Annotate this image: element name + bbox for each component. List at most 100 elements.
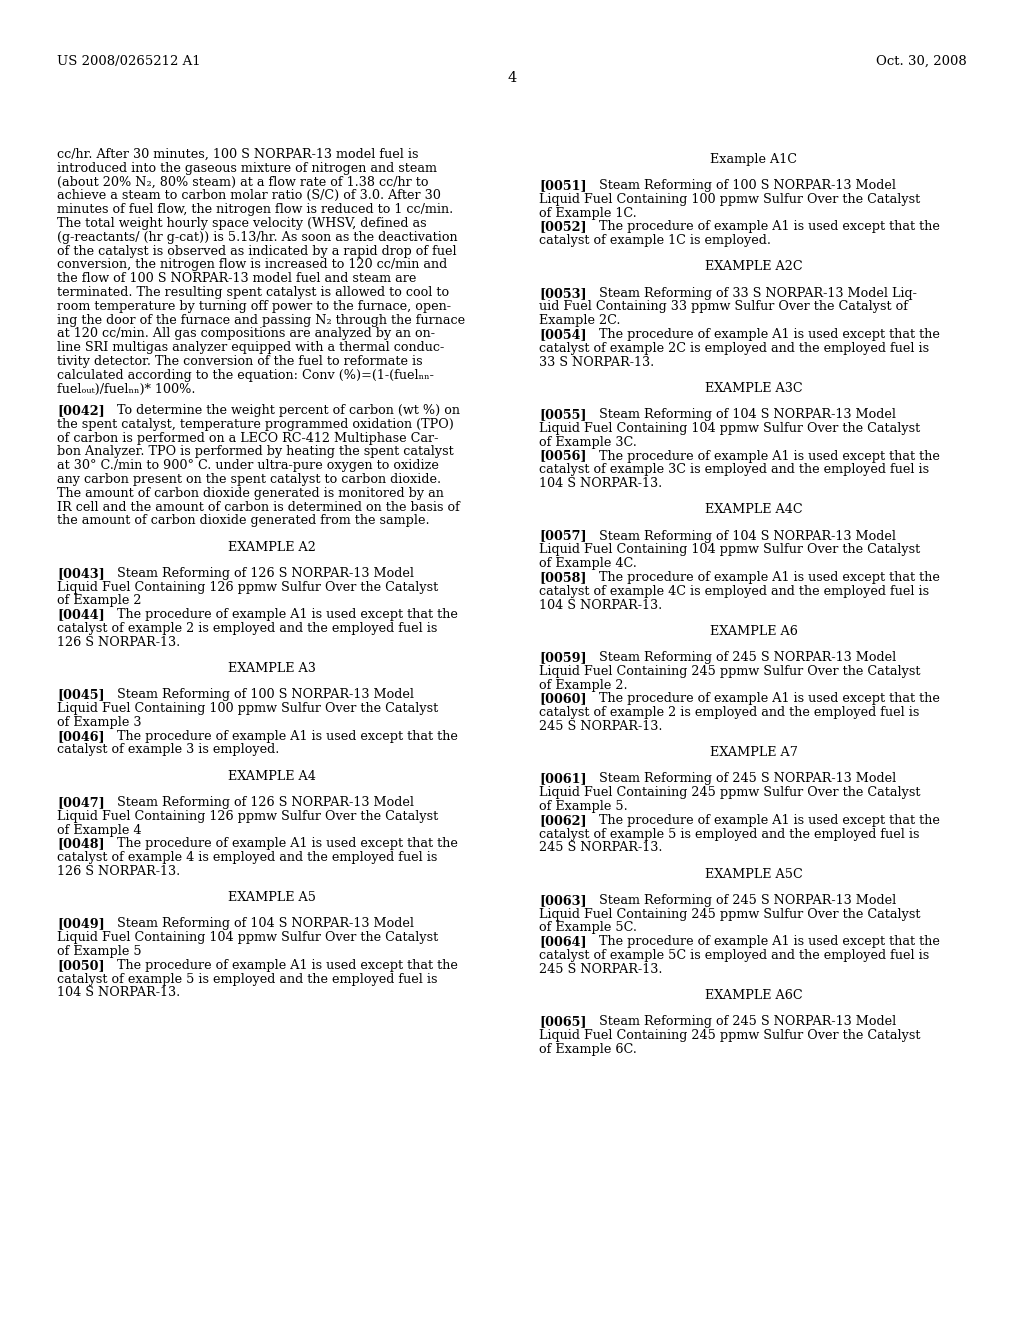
Text: The procedure of example A1 is used except that the: The procedure of example A1 is used exce… (583, 936, 940, 948)
Text: The amount of carbon dioxide generated is monitored by an: The amount of carbon dioxide generated i… (57, 487, 443, 500)
Text: fuelₒᵤₜ)/fuelₙₙ)* 100%.: fuelₒᵤₜ)/fuelₙₙ)* 100%. (57, 383, 196, 396)
Text: 245 S NORPAR-13.: 245 S NORPAR-13. (539, 841, 663, 854)
Text: EXAMPLE A6C: EXAMPLE A6C (706, 989, 803, 1002)
Text: [0062]: [0062] (539, 814, 587, 826)
Text: Steam Reforming of 126 S NORPAR-13 Model: Steam Reforming of 126 S NORPAR-13 Model (101, 566, 414, 579)
Text: catalyst of example 2 is employed and the employed fuel is: catalyst of example 2 is employed and th… (57, 622, 437, 635)
Text: EXAMPLE A5: EXAMPLE A5 (228, 891, 316, 904)
Text: [0054]: [0054] (539, 329, 587, 341)
Text: EXAMPLE A3: EXAMPLE A3 (228, 663, 316, 675)
Text: the spent catalyst, temperature programmed oxidation (TPO): the spent catalyst, temperature programm… (57, 418, 454, 430)
Text: 33 S NORPAR-13.: 33 S NORPAR-13. (539, 355, 654, 368)
Text: The procedure of example A1 is used except that the: The procedure of example A1 is used exce… (101, 609, 458, 622)
Text: of Example 5C.: of Example 5C. (539, 921, 637, 935)
Text: catalyst of example 3C is employed and the employed fuel is: catalyst of example 3C is employed and t… (539, 463, 929, 477)
Text: Liquid Fuel Containing 245 ppmw Sulfur Over the Catalyst: Liquid Fuel Containing 245 ppmw Sulfur O… (539, 908, 921, 920)
Text: of Example 4: of Example 4 (57, 824, 141, 837)
Text: (about 20% N₂, 80% steam) at a flow rate of 1.38 cc/hr to: (about 20% N₂, 80% steam) at a flow rate… (57, 176, 428, 189)
Text: The procedure of example A1 is used except that the: The procedure of example A1 is used exce… (101, 730, 458, 743)
Text: The procedure of example A1 is used except that the: The procedure of example A1 is used exce… (583, 329, 940, 341)
Text: Steam Reforming of 100 S NORPAR-13 Model: Steam Reforming of 100 S NORPAR-13 Model (101, 688, 414, 701)
Text: Liquid Fuel Containing 104 ppmw Sulfur Over the Catalyst: Liquid Fuel Containing 104 ppmw Sulfur O… (57, 931, 438, 944)
Text: [0059]: [0059] (539, 651, 587, 664)
Text: EXAMPLE A2: EXAMPLE A2 (228, 541, 316, 553)
Text: EXAMPLE A7: EXAMPLE A7 (710, 746, 798, 759)
Text: catalyst of example 1C is employed.: catalyst of example 1C is employed. (539, 234, 771, 247)
Text: uid Fuel Containing 33 ppmw Sulfur Over the Catalyst of: uid Fuel Containing 33 ppmw Sulfur Over … (539, 301, 908, 313)
Text: EXAMPLE A5C: EXAMPLE A5C (706, 867, 803, 880)
Text: catalyst of example 4 is employed and the employed fuel is: catalyst of example 4 is employed and th… (57, 851, 437, 865)
Text: [0049]: [0049] (57, 917, 104, 931)
Text: EXAMPLE A4C: EXAMPLE A4C (706, 503, 803, 516)
Text: Example 2C.: Example 2C. (539, 314, 621, 327)
Text: Steam Reforming of 126 S NORPAR-13 Model: Steam Reforming of 126 S NORPAR-13 Model (101, 796, 414, 809)
Text: catalyst of example 5 is employed and the employed fuel is: catalyst of example 5 is employed and th… (539, 828, 920, 841)
Text: introduced into the gaseous mixture of nitrogen and steam: introduced into the gaseous mixture of n… (57, 162, 437, 174)
Text: EXAMPLE A3C: EXAMPLE A3C (706, 381, 803, 395)
Text: [0063]: [0063] (539, 894, 587, 907)
Text: Liquid Fuel Containing 104 ppmw Sulfur Over the Catalyst: Liquid Fuel Containing 104 ppmw Sulfur O… (539, 422, 921, 434)
Text: calculated according to the equation: Conv (%)=(1-(fuelₙₙ-: calculated according to the equation: Co… (57, 368, 434, 381)
Text: [0043]: [0043] (57, 566, 104, 579)
Text: [0053]: [0053] (539, 286, 587, 300)
Text: Example A1C: Example A1C (711, 153, 798, 166)
Text: The procedure of example A1 is used except that the: The procedure of example A1 is used exce… (583, 450, 940, 462)
Text: [0065]: [0065] (539, 1015, 587, 1028)
Text: To determine the weight percent of carbon (wt %) on: To determine the weight percent of carbo… (101, 404, 460, 417)
Text: terminated. The resulting spent catalyst is allowed to cool to: terminated. The resulting spent catalyst… (57, 286, 450, 300)
Text: [0056]: [0056] (539, 450, 587, 462)
Text: Steam Reforming of 104 S NORPAR-13 Model: Steam Reforming of 104 S NORPAR-13 Model (583, 408, 896, 421)
Text: The procedure of example A1 is used except that the: The procedure of example A1 is used exce… (583, 693, 940, 705)
Text: catalyst of example 2 is employed and the employed fuel is: catalyst of example 2 is employed and th… (539, 706, 920, 719)
Text: [0058]: [0058] (539, 572, 587, 583)
Text: [0052]: [0052] (539, 220, 587, 234)
Text: of Example 2.: of Example 2. (539, 678, 628, 692)
Text: of carbon is performed on a LECO RC-412 Multiphase Car-: of carbon is performed on a LECO RC-412 … (57, 432, 438, 445)
Text: cc/hr. After 30 minutes, 100 S NORPAR-13 model fuel is: cc/hr. After 30 minutes, 100 S NORPAR-13… (57, 148, 419, 161)
Text: 4: 4 (507, 71, 517, 84)
Text: conversion, the nitrogen flow is increased to 120 cc/min and: conversion, the nitrogen flow is increas… (57, 259, 447, 272)
Text: The procedure of example A1 is used except that the: The procedure of example A1 is used exce… (583, 220, 940, 234)
Text: of Example 5: of Example 5 (57, 945, 141, 958)
Text: [0047]: [0047] (57, 796, 104, 809)
Text: 104 S NORPAR-13.: 104 S NORPAR-13. (57, 986, 180, 999)
Text: [0057]: [0057] (539, 529, 587, 543)
Text: [0045]: [0045] (57, 688, 104, 701)
Text: [0044]: [0044] (57, 609, 104, 622)
Text: The procedure of example A1 is used except that the: The procedure of example A1 is used exce… (101, 958, 458, 972)
Text: Liquid Fuel Containing 245 ppmw Sulfur Over the Catalyst: Liquid Fuel Containing 245 ppmw Sulfur O… (539, 665, 921, 677)
Text: of Example 4C.: of Example 4C. (539, 557, 637, 570)
Text: of Example 1C.: of Example 1C. (539, 207, 637, 219)
Text: [0048]: [0048] (57, 837, 104, 850)
Text: catalyst of example 5 is employed and the employed fuel is: catalyst of example 5 is employed and th… (57, 973, 437, 986)
Text: Steam Reforming of 245 S NORPAR-13 Model: Steam Reforming of 245 S NORPAR-13 Model (583, 1015, 896, 1028)
Text: [0060]: [0060] (539, 693, 587, 705)
Text: Steam Reforming of 104 S NORPAR-13 Model: Steam Reforming of 104 S NORPAR-13 Model (101, 917, 414, 931)
Text: [0051]: [0051] (539, 180, 587, 191)
Text: at 120 cc/min. All gas compositions are analyzed by an on-: at 120 cc/min. All gas compositions are … (57, 327, 435, 341)
Text: [0064]: [0064] (539, 936, 587, 948)
Text: EXAMPLE A6: EXAMPLE A6 (710, 624, 798, 638)
Text: Liquid Fuel Containing 245 ppmw Sulfur Over the Catalyst: Liquid Fuel Containing 245 ppmw Sulfur O… (539, 1030, 921, 1041)
Text: The procedure of example A1 is used except that the: The procedure of example A1 is used exce… (583, 572, 940, 583)
Text: The procedure of example A1 is used except that the: The procedure of example A1 is used exce… (583, 814, 940, 826)
Text: Steam Reforming of 245 S NORPAR-13 Model: Steam Reforming of 245 S NORPAR-13 Model (583, 772, 896, 785)
Text: Liquid Fuel Containing 245 ppmw Sulfur Over the Catalyst: Liquid Fuel Containing 245 ppmw Sulfur O… (539, 787, 921, 799)
Text: Steam Reforming of 33 S NORPAR-13 Model Liq-: Steam Reforming of 33 S NORPAR-13 Model … (583, 286, 916, 300)
Text: 245 S NORPAR-13.: 245 S NORPAR-13. (539, 719, 663, 733)
Text: [0050]: [0050] (57, 958, 104, 972)
Text: Oct. 30, 2008: Oct. 30, 2008 (877, 55, 967, 69)
Text: [0061]: [0061] (539, 772, 587, 785)
Text: catalyst of example 2C is employed and the employed fuel is: catalyst of example 2C is employed and t… (539, 342, 929, 355)
Text: Liquid Fuel Containing 100 ppmw Sulfur Over the Catalyst: Liquid Fuel Containing 100 ppmw Sulfur O… (539, 193, 921, 206)
Text: of Example 3: of Example 3 (57, 715, 141, 729)
Text: (g-reactants/ (hr g-cat)) is 5.13/hr. As soon as the deactivation: (g-reactants/ (hr g-cat)) is 5.13/hr. As… (57, 231, 458, 244)
Text: catalyst of example 5C is employed and the employed fuel is: catalyst of example 5C is employed and t… (539, 949, 929, 962)
Text: The total weight hourly space velocity (WHSV, defined as: The total weight hourly space velocity (… (57, 216, 427, 230)
Text: at 30° C./min to 900° C. under ultra-pure oxygen to oxidize: at 30° C./min to 900° C. under ultra-pur… (57, 459, 439, 473)
Text: Steam Reforming of 245 S NORPAR-13 Model: Steam Reforming of 245 S NORPAR-13 Model (583, 894, 896, 907)
Text: line SRI multigas analyzer equipped with a thermal conduc-: line SRI multigas analyzer equipped with… (57, 341, 444, 354)
Text: [0055]: [0055] (539, 408, 587, 421)
Text: 126 S NORPAR-13.: 126 S NORPAR-13. (57, 636, 180, 649)
Text: [0046]: [0046] (57, 730, 104, 743)
